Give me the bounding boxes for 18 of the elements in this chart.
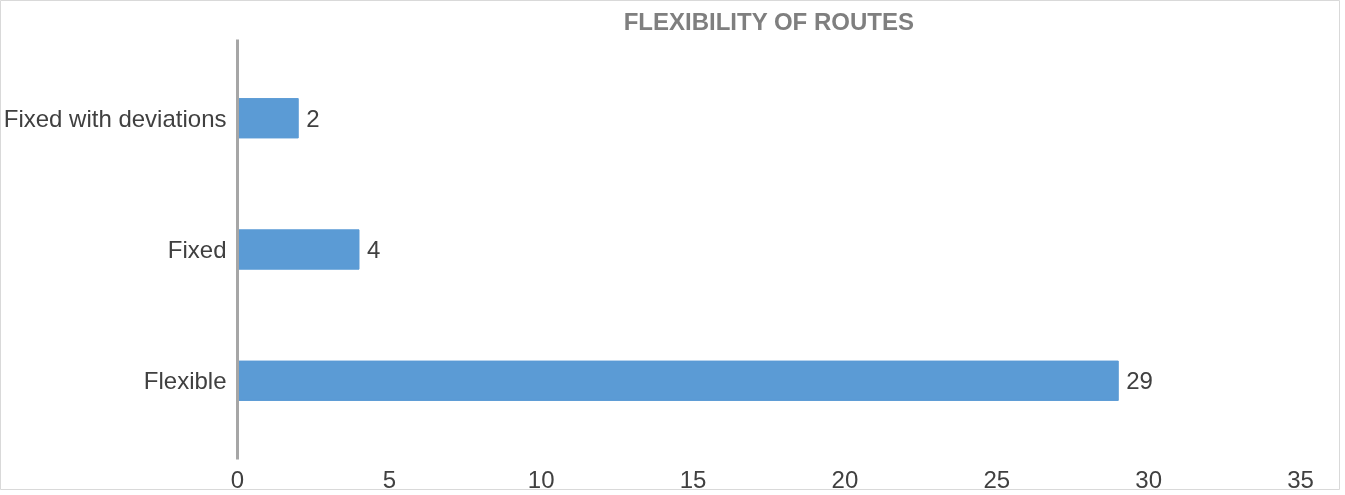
x-tick-label: 0 bbox=[230, 465, 245, 493]
data-label: 4 bbox=[366, 236, 381, 263]
x-tick-label: 5 bbox=[382, 465, 397, 493]
bar bbox=[237, 229, 360, 270]
y-tick-label: Flexible bbox=[143, 367, 227, 395]
x-tick-label: 30 bbox=[1135, 465, 1162, 493]
x-tick-label: 35 bbox=[1287, 465, 1314, 493]
x-tick-label: 15 bbox=[679, 465, 707, 493]
bar bbox=[237, 360, 1119, 401]
data-label: 2 bbox=[306, 104, 320, 132]
y-tick-label: Fixed bbox=[167, 236, 227, 263]
x-tick-label: 20 bbox=[831, 465, 859, 493]
x-tick-label: 10 bbox=[527, 465, 555, 493]
y-tick-label: Fixed with deviations bbox=[3, 104, 227, 132]
data-label: 29 bbox=[1126, 367, 1153, 395]
x-tick-label: 25 bbox=[983, 465, 1011, 493]
bar bbox=[237, 98, 299, 139]
chart-title: FLEXIBILITY OF ROUTES bbox=[623, 7, 914, 35]
